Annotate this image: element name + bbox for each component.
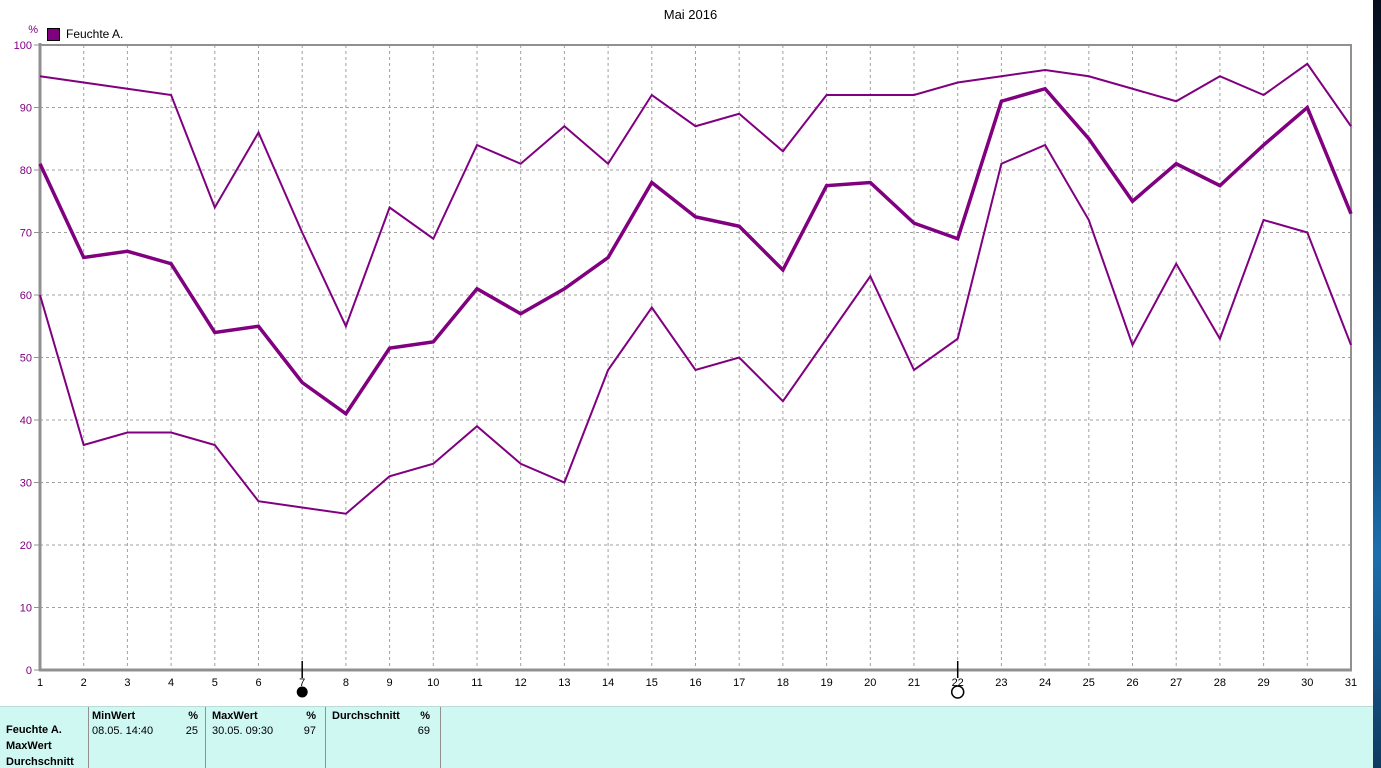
y-tick-label: 10: [20, 603, 32, 615]
legend-swatch-icon: [47, 27, 60, 41]
stats-group-minwert: MinWert % 08.05. 14:40 25: [92, 710, 198, 740]
x-tick-label: 15: [646, 677, 658, 689]
x-tick-label: 2: [81, 677, 87, 689]
stats-unit-durchschnitt: %: [420, 710, 430, 722]
stats-header-minwert: MinWert: [92, 710, 136, 722]
x-tick-label: 4: [168, 677, 174, 689]
stats-header-durchschnitt: Durchschnitt: [332, 710, 400, 722]
x-tick-label: 21: [908, 677, 920, 689]
y-tick-label: 60: [20, 290, 32, 302]
stats-series-column: Feuchte A. MaxWert Durchschnitt: [6, 722, 84, 768]
stats-row-label-maxwert: MaxWert: [6, 740, 52, 752]
y-tick-label: 70: [20, 228, 32, 240]
desktop-background-edge: [1373, 0, 1381, 768]
stats-row-label-durchschnitt: Durchschnitt: [6, 756, 74, 768]
stats-group-maxwert: MaxWert % 30.05. 09:30 97: [212, 710, 316, 740]
y-axis-unit-label: %: [28, 24, 38, 36]
x-tick-label: 12: [515, 677, 527, 689]
y-tick-label: 100: [14, 40, 32, 52]
y-tick-label: 40: [20, 415, 32, 427]
x-tick-label: 14: [602, 677, 614, 689]
x-tick-label: 11: [471, 677, 482, 689]
legend: Feuchte A.: [47, 27, 123, 41]
series-min-line: [39, 143, 1352, 515]
x-tick-label: 10: [427, 677, 439, 689]
x-tick-label: 16: [689, 677, 701, 689]
x-tick-label: 13: [558, 677, 570, 689]
x-tick-label: 28: [1214, 677, 1226, 689]
y-tick-label: 0: [26, 665, 32, 677]
x-tick-label: 8: [343, 677, 349, 689]
y-tick-label: 80: [20, 165, 32, 177]
table-divider: [88, 707, 89, 768]
x-tick-label: 27: [1170, 677, 1182, 689]
x-tick-label: 6: [255, 677, 261, 689]
stats-value-durchschnitt: 69: [417, 725, 430, 737]
stats-header-maxwert: MaxWert: [212, 710, 258, 722]
stats-timestamp-maxwert: 30.05. 09:30: [212, 725, 274, 737]
stats-group-durchschnitt: Durchschnitt % 69: [332, 710, 430, 740]
x-tick-label: 29: [1257, 677, 1269, 689]
stats-value-maxwert: 97: [303, 725, 316, 737]
y-tick-label: 50: [20, 353, 32, 365]
y-tick-label: 20: [20, 540, 32, 552]
x-tick-label: 1: [37, 677, 43, 689]
series-average-line: [38, 86, 1353, 417]
x-tick-label: 31: [1345, 677, 1357, 689]
x-tick-label: 24: [1039, 677, 1051, 689]
x-tick-label: 26: [1126, 677, 1138, 689]
x-tick-label: 9: [387, 677, 393, 689]
chart-title: Mai 2016: [663, 7, 718, 22]
x-tick-label: 30: [1301, 677, 1313, 689]
table-divider: [205, 707, 206, 768]
full-moon-marker-icon: [950, 685, 965, 699]
stats-unit-minwert: %: [188, 710, 198, 722]
new-moon-marker-icon: [296, 686, 308, 698]
stats-table: Feuchte A. MaxWert Durchschnitt MinWert …: [0, 706, 1381, 768]
x-tick-label: 3: [124, 677, 130, 689]
x-tick-label: 17: [733, 677, 745, 689]
y-tick-label: 30: [20, 478, 32, 490]
x-tick-label: 7: [299, 677, 305, 689]
y-tick-label: 90: [20, 103, 32, 115]
table-divider: [325, 707, 326, 768]
legend-label: Feuchte A.: [66, 27, 124, 41]
x-tick-label: 18: [777, 677, 789, 689]
table-divider: [440, 707, 441, 768]
stats-unit-maxwert: %: [306, 710, 316, 722]
x-tick-label: 23: [995, 677, 1007, 689]
x-tick-label: 5: [212, 677, 218, 689]
x-tick-label: 25: [1083, 677, 1095, 689]
x-tick-label: 19: [820, 677, 832, 689]
series-max-line: [39, 62, 1352, 329]
x-tick-label: 20: [864, 677, 876, 689]
stats-row-label-feuchte: Feuchte A.: [6, 724, 62, 736]
stats-timestamp-minwert: 08.05. 14:40: [92, 725, 154, 737]
stats-value-minwert: 25: [185, 725, 198, 737]
